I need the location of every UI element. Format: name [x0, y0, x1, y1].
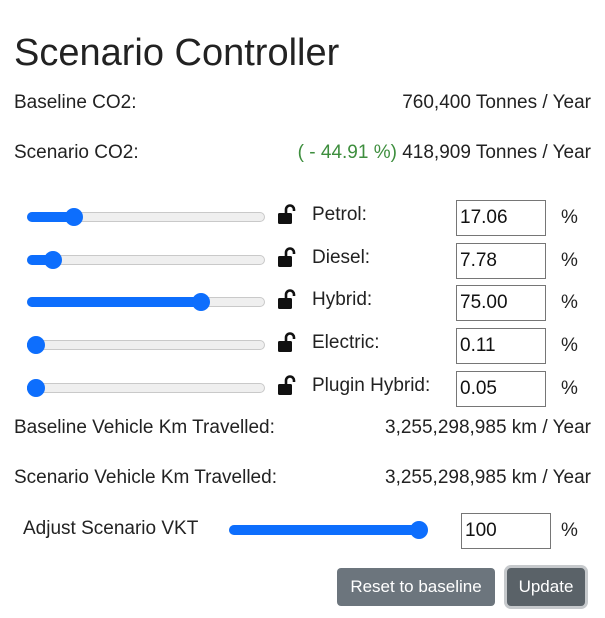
diesel-slider[interactable] — [27, 251, 265, 269]
unlocked-padlock-icon[interactable] — [277, 289, 297, 311]
slider-thumb[interactable] — [27, 379, 46, 397]
diesel-input[interactable] — [456, 243, 546, 279]
slider-thumb[interactable] — [192, 293, 210, 311]
adjust-vkt-input[interactable] — [461, 513, 551, 549]
petrol-input[interactable] — [456, 200, 546, 236]
slider-fill — [27, 255, 54, 265]
plugin-hybrid-input[interactable] — [456, 371, 546, 407]
unlocked-padlock-icon[interactable] — [277, 375, 297, 397]
adjust-vkt-unit: % — [561, 520, 578, 541]
plugin-hybrid-slider[interactable] — [27, 379, 265, 397]
petrol-slider[interactable] — [27, 208, 265, 226]
reset-to-baseline-button[interactable]: Reset to baseline — [337, 568, 495, 606]
hybrid-input[interactable] — [456, 285, 546, 321]
baseline-vkt-label: Baseline Vehicle Km Travelled: — [14, 417, 275, 438]
plugin-hybrid-unit: % — [561, 378, 578, 399]
baseline-co2-label: Baseline CO2: — [14, 92, 137, 113]
electric-slider[interactable] — [27, 336, 265, 354]
slider-fill — [229, 525, 419, 535]
unlocked-padlock-icon[interactable] — [277, 247, 297, 269]
scenario-co2-label: Scenario CO2: — [14, 142, 139, 163]
scenario-co2-value: 418,909 Tonnes / Year — [402, 142, 591, 163]
update-button[interactable]: Update — [507, 568, 585, 606]
petrol-unit: % — [561, 207, 578, 228]
scenario-vkt-label: Scenario Vehicle Km Travelled: — [14, 467, 277, 488]
slider-thumb[interactable] — [410, 521, 428, 539]
slider-thumb[interactable] — [64, 208, 83, 226]
slider-thumb[interactable] — [44, 251, 63, 269]
unlocked-padlock-icon[interactable] — [277, 332, 297, 354]
scenario-co2-readout: ( - 44.91 %) 418,909 Tonnes / Year — [298, 141, 591, 165]
baseline-co2-value: 760,400 Tonnes / Year — [402, 92, 591, 113]
scenario-vkt-value: 3,255,298,985 km / Year — [385, 467, 591, 488]
slider-track[interactable] — [27, 340, 265, 350]
electric-input[interactable] — [456, 328, 546, 364]
slider-track[interactable] — [27, 383, 265, 393]
diesel-label: Diesel: — [312, 247, 371, 268]
baseline-vkt-value: 3,255,298,985 km / Year — [385, 417, 591, 438]
page-title: Scenario Controller — [14, 32, 340, 74]
plugin-hybrid-label: Plugin Hybrid: — [312, 375, 431, 396]
slider-track[interactable] — [27, 255, 265, 265]
scenario-co2-change: ( - 44.91 %) — [297, 142, 397, 163]
diesel-unit: % — [561, 250, 578, 271]
slider-thumb[interactable] — [27, 336, 46, 354]
hybrid-label: Hybrid: — [312, 289, 373, 310]
unlocked-padlock-icon[interactable] — [277, 204, 297, 226]
petrol-label: Petrol: — [312, 204, 367, 225]
adjust-vkt-label: Adjust Scenario VKT — [23, 518, 199, 539]
slider-fill — [27, 297, 201, 307]
hybrid-unit: % — [561, 292, 578, 313]
slider-fill — [27, 212, 74, 222]
hybrid-slider[interactable] — [27, 293, 265, 311]
adjust-vkt-slider[interactable] — [229, 521, 428, 539]
electric-unit: % — [561, 335, 578, 356]
electric-label: Electric: — [312, 332, 380, 353]
